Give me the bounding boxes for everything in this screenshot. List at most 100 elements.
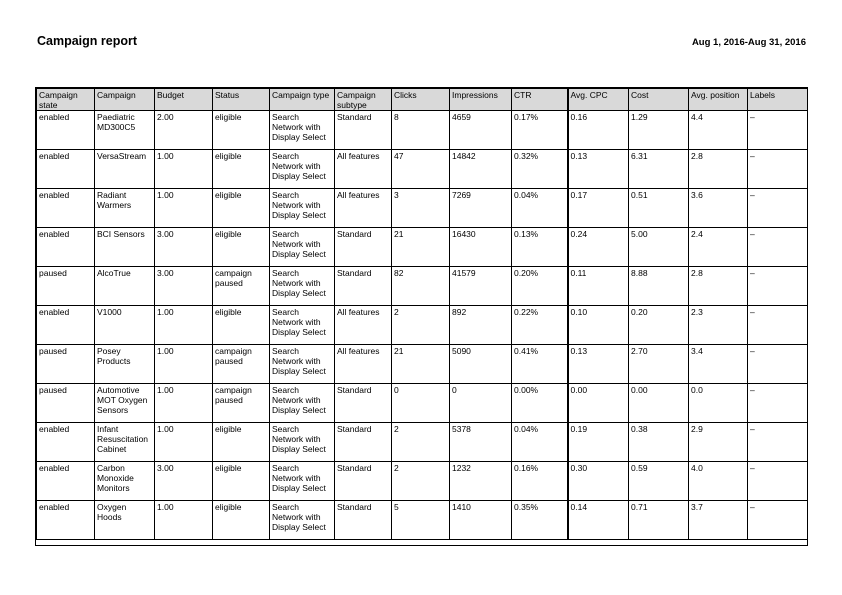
- table-cell: 3.00: [154, 266, 213, 307]
- table-cell: eligible: [212, 149, 270, 190]
- table-cell: 5.00: [628, 227, 689, 268]
- table-cell: Standard: [334, 383, 392, 424]
- table-cell: 5: [391, 500, 450, 541]
- table-cell: 0.38: [628, 422, 689, 463]
- table-cell: Radiant Warmers: [94, 188, 155, 229]
- column-header: Labels: [747, 87, 808, 112]
- column-header: Cost: [628, 87, 689, 112]
- table-cell: Standard: [334, 422, 392, 463]
- table-cell: 0.20%: [511, 266, 568, 307]
- table-cell: –: [747, 461, 808, 502]
- table-cell: 0.17: [566, 188, 629, 229]
- table-header-row: Campaign state Campaign Budget Status Campai…: [36, 87, 808, 112]
- table-cell: –: [747, 305, 808, 346]
- table-row: enabled Carbon Monoxide Monitors 3.00 eligi…: [36, 461, 808, 502]
- column-header: Avg. position: [688, 87, 748, 112]
- table-cell: 0.10: [566, 305, 629, 346]
- table-body: enabled Paediatric MD300C5 2.00 eligible Sea…: [36, 110, 808, 541]
- table-cell: 7269: [449, 188, 512, 229]
- column-header: Clicks: [391, 87, 450, 112]
- column-header: Status: [212, 87, 270, 112]
- table-row: enabled Paediatric MD300C5 2.00 eligible Sea…: [36, 110, 808, 151]
- table-cell: 3.7: [688, 500, 748, 541]
- table-cell: 2: [391, 461, 450, 502]
- table-cell: 2: [391, 422, 450, 463]
- table-cell: 0.13%: [511, 227, 568, 268]
- table-cell: enabled: [36, 461, 95, 502]
- table-cell: –: [747, 500, 808, 541]
- table-cell: 8.88: [628, 266, 689, 307]
- table-cell: paused: [36, 344, 95, 385]
- table-cell: AlcoTrue: [94, 266, 155, 307]
- table-cell: 14842: [449, 149, 512, 190]
- table-cell: Carbon Monoxide Monitors: [94, 461, 155, 502]
- table-cell: eligible: [212, 305, 270, 346]
- table-cell: 0.20: [628, 305, 689, 346]
- table-cell: All features: [334, 305, 392, 346]
- campaign-table-frame: Campaign state Campaign Budget Status Campai…: [35, 87, 808, 547]
- table-cell: 1.00: [154, 344, 213, 385]
- page-title: Campaign report: [37, 34, 138, 48]
- table-row: paused Automotive MOT Oxygen Sensors 1.00 c…: [36, 383, 808, 424]
- table-cell: 21: [391, 344, 450, 385]
- table-cell: 3.00: [154, 227, 213, 268]
- table-cell: Standard: [334, 500, 392, 541]
- table-cell: 0.17%: [511, 110, 568, 151]
- table-cell: Standard: [334, 461, 392, 502]
- table-cell: 0.13: [566, 149, 629, 190]
- table-cell: 1.00: [154, 149, 213, 190]
- table-cell: enabled: [36, 305, 95, 346]
- table-row: enabled Radiant Warmers 1.00 eligible Search…: [36, 188, 808, 229]
- table-cell: eligible: [212, 461, 270, 502]
- column-header: Campaign: [94, 87, 155, 112]
- table-cell: 0.16%: [511, 461, 568, 502]
- table-cell: paused: [36, 383, 95, 424]
- table-cell: 0.24: [566, 227, 629, 268]
- table-cell: eligible: [212, 500, 270, 541]
- table-cell: 1.00: [154, 500, 213, 541]
- table-cell: 0.14: [566, 500, 629, 541]
- table-cell: eligible: [212, 110, 270, 151]
- table-cell: 5378: [449, 422, 512, 463]
- column-header: Impressions: [449, 87, 512, 112]
- table-header: Campaign state Campaign Budget Status Campai…: [36, 87, 808, 112]
- table-cell: Standard: [334, 266, 392, 307]
- column-header: Campaign subtype: [334, 87, 392, 112]
- table-cell: Search Network with Display Select: [269, 344, 335, 385]
- table-cell: enabled: [36, 500, 95, 541]
- table-cell: 0.0: [688, 383, 748, 424]
- table-row: enabled VersaStream 1.00 eligible Search Net…: [36, 149, 808, 190]
- table-cell: –: [747, 383, 808, 424]
- table-cell: 0.16: [566, 110, 629, 151]
- table-cell: 0.13: [566, 344, 629, 385]
- table-cell: Automotive MOT Oxygen Sensors: [94, 383, 155, 424]
- table-cell: 0.00: [628, 383, 689, 424]
- table-cell: Search Network with Display Select: [269, 110, 335, 151]
- table-cell: 2.9: [688, 422, 748, 463]
- table-cell: All features: [334, 344, 392, 385]
- table-cell: VersaStream: [94, 149, 155, 190]
- table-cell: 2: [391, 305, 450, 346]
- table-cell: campaign paused: [212, 344, 270, 385]
- table-cell: Search Network with Display Select: [269, 422, 335, 463]
- table-cell: 4.4: [688, 110, 748, 151]
- column-header: Campaign state: [36, 87, 95, 112]
- table-cell: enabled: [36, 110, 95, 151]
- table-cell: enabled: [36, 149, 95, 190]
- table-cell: 0.32%: [511, 149, 568, 190]
- table-cell: –: [747, 344, 808, 385]
- table-cell: Search Network with Display Select: [269, 227, 335, 268]
- column-header: Budget: [154, 87, 213, 112]
- table-cell: eligible: [212, 422, 270, 463]
- table-cell: 0.00: [566, 383, 629, 424]
- table-cell: 3.4: [688, 344, 748, 385]
- table-cell: 3.6: [688, 188, 748, 229]
- table-cell: 2.70: [628, 344, 689, 385]
- table-cell: Paediatric MD300C5: [94, 110, 155, 151]
- table-cell: –: [747, 422, 808, 463]
- table-cell: V1000: [94, 305, 155, 346]
- column-header: Campaign type: [269, 87, 335, 112]
- table-cell: campaign paused: [212, 266, 270, 307]
- table-cell: All features: [334, 188, 392, 229]
- table-cell: 2.00: [154, 110, 213, 151]
